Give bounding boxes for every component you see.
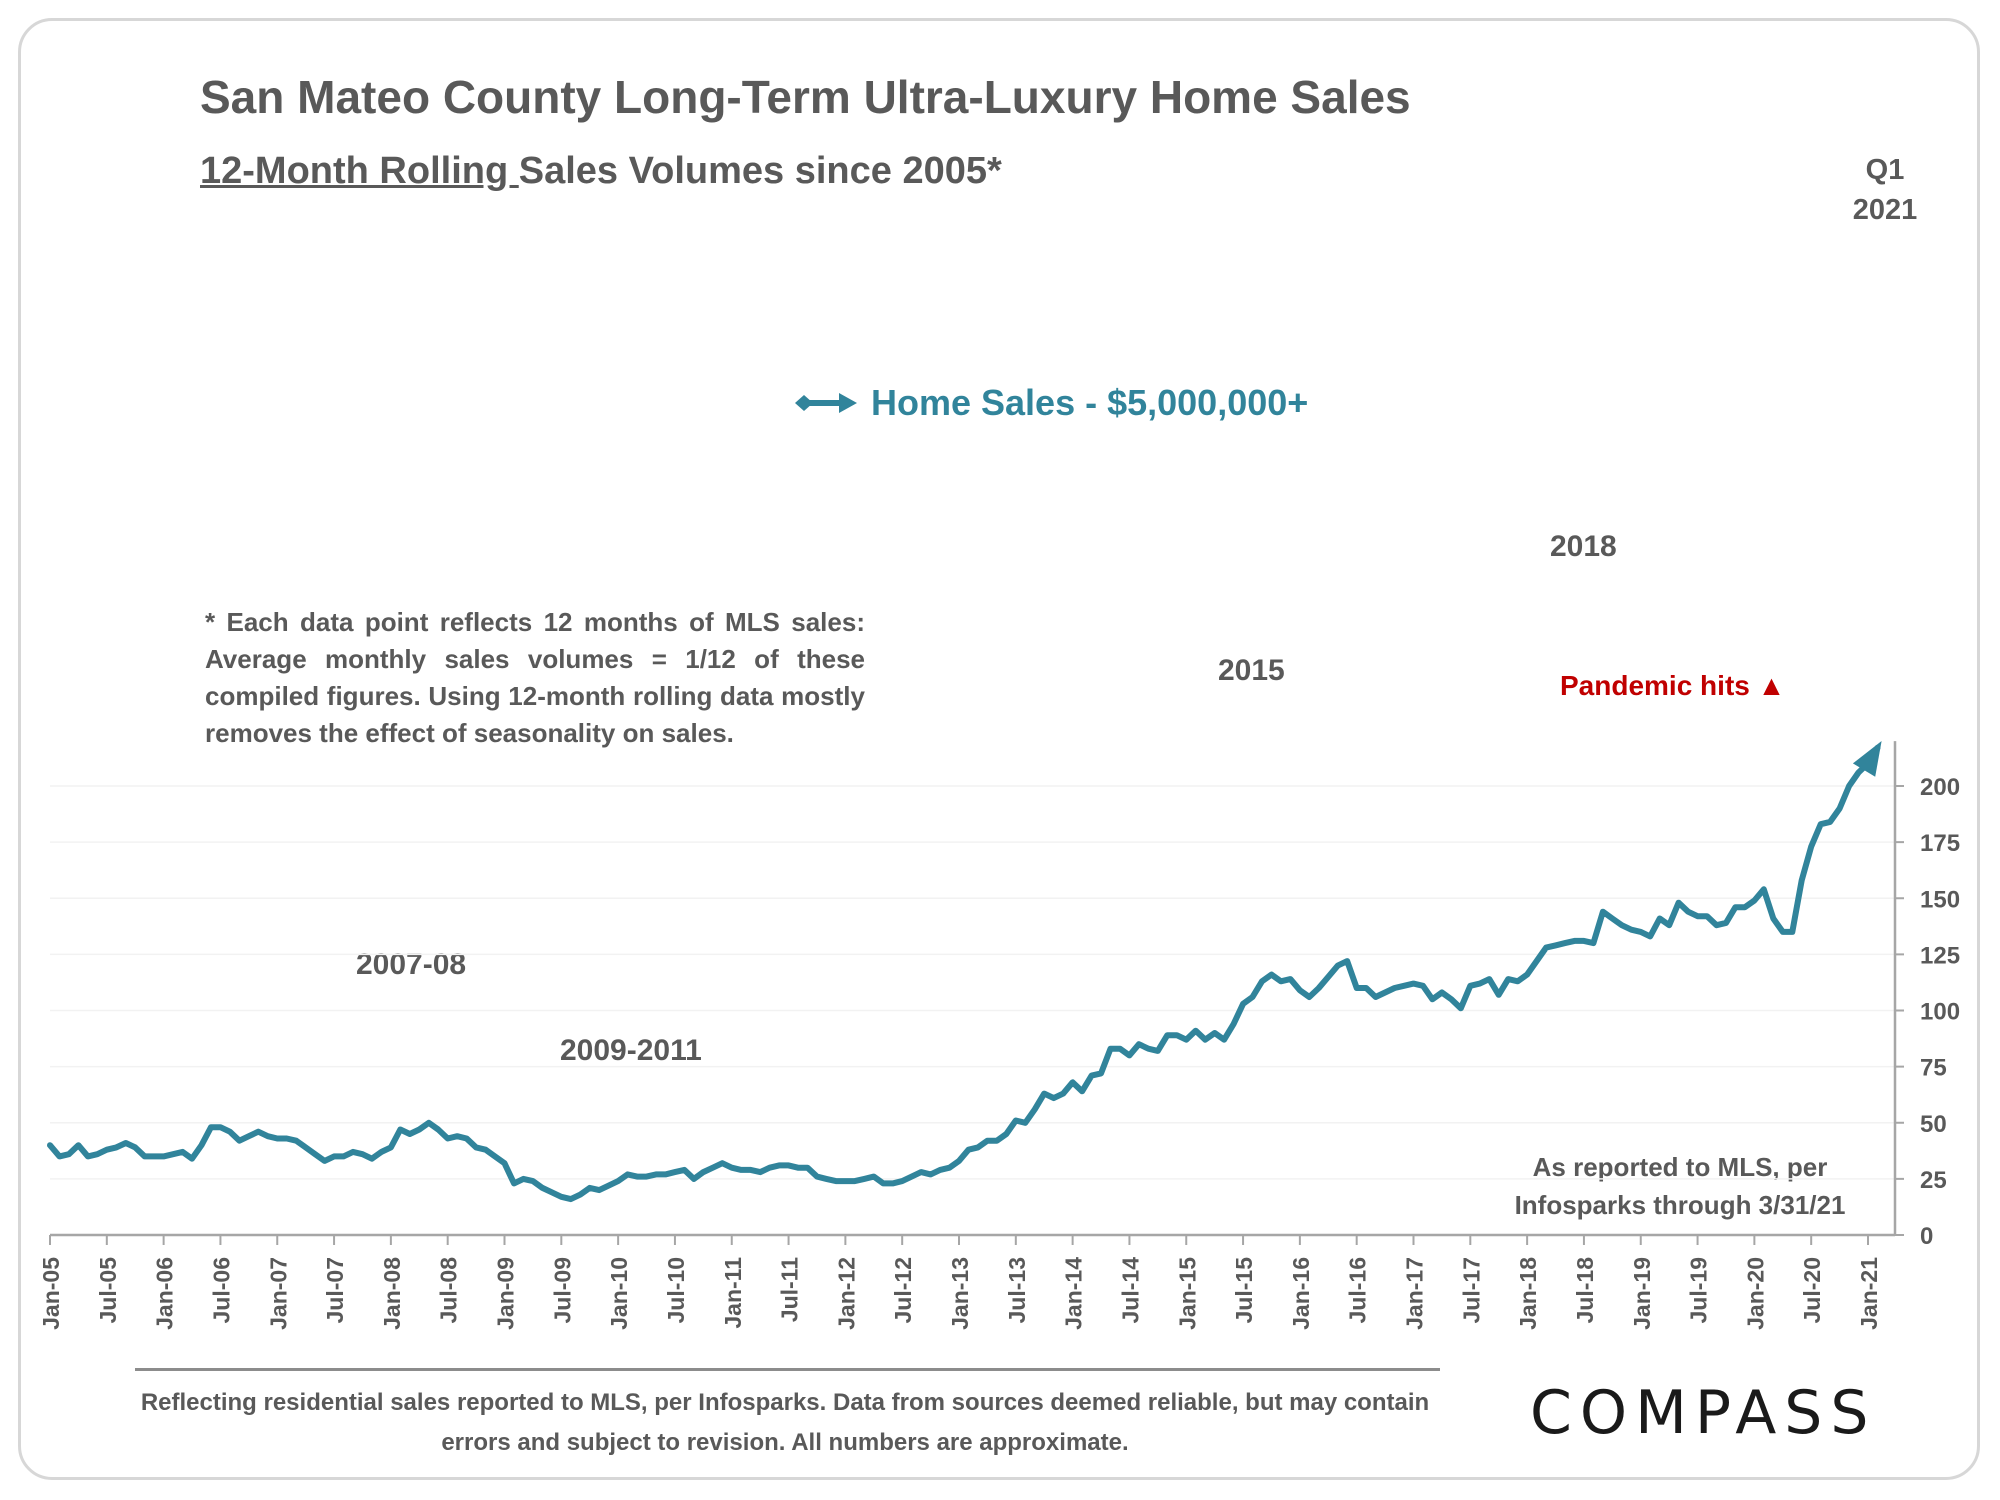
x-tick-label: Jul-17 bbox=[1458, 1257, 1484, 1323]
x-tick-label: Jul-18 bbox=[1572, 1257, 1598, 1324]
y-tick-label: 125 bbox=[1920, 942, 1960, 969]
legend-series-marker bbox=[795, 393, 857, 413]
chart-title: San Mateo County Long-Term Ultra-Luxury … bbox=[200, 71, 1411, 123]
x-tick-label: Jan-06 bbox=[152, 1257, 178, 1330]
annotation-2009-2011: 2009-2011 bbox=[560, 1034, 702, 1067]
x-tick-label: Jan-11 bbox=[720, 1257, 746, 1329]
annotation-pandemic: Pandemic hits ▲ bbox=[1560, 670, 1786, 701]
x-tick-label: Jul-07 bbox=[322, 1257, 348, 1323]
x-tick-label: Jan-15 bbox=[1174, 1257, 1200, 1330]
compass-logo: COMPASS bbox=[1530, 1378, 1877, 1448]
y-tick-label: 50 bbox=[1920, 1111, 1947, 1138]
x-tick-label: Jul-10 bbox=[663, 1257, 689, 1323]
y-tick-label: 75 bbox=[1920, 1055, 1947, 1082]
x-tick-label: Jan-20 bbox=[1742, 1257, 1768, 1330]
subtitle-underlined: 12-Month Rolling bbox=[200, 150, 519, 192]
x-tick-label: Jul-20 bbox=[1799, 1257, 1825, 1323]
axes bbox=[50, 741, 1897, 1237]
x-tick-label: Jul-09 bbox=[549, 1257, 575, 1323]
x-tick-label: Jan-12 bbox=[833, 1257, 859, 1330]
x-tick-label: Jan-09 bbox=[493, 1257, 519, 1330]
x-tick-label: Jul-12 bbox=[890, 1257, 916, 1323]
x-tick-label: Jan-21 bbox=[1856, 1257, 1882, 1330]
q1-2021-label: Q1 2021 bbox=[1852, 154, 1918, 226]
x-tick-label: Jan-17 bbox=[1402, 1257, 1428, 1330]
x-tick-label: Jul-19 bbox=[1686, 1257, 1712, 1323]
x-tick-label: Jan-10 bbox=[606, 1257, 632, 1330]
x-tick-label: Jul-11 bbox=[777, 1257, 803, 1322]
chart-card bbox=[18, 18, 1980, 1480]
y-tick-label: 175 bbox=[1920, 830, 1960, 857]
series-line bbox=[47, 744, 1881, 1203]
y-tick-label: 0 bbox=[1920, 1223, 1933, 1250]
subtitle-rest: Sales Volumes since 2005* bbox=[518, 150, 1002, 192]
methodology-note: * Each data point reflects 12 months of … bbox=[205, 607, 865, 748]
y-tick-label: 200 bbox=[1920, 774, 1960, 801]
annotation-2018: 2018 bbox=[1550, 530, 1617, 563]
legend-series-label: Home Sales - $5,000,000+ bbox=[871, 382, 1309, 423]
x-tick-label: Jan-05 bbox=[38, 1257, 64, 1330]
x-axis-ticks: Jan-05 Jul-05 Jan-06 Jul-06 Jan-07 Jul-07 Jan-… bbox=[38, 1235, 1882, 1330]
y-tick-label: 100 bbox=[1920, 999, 1960, 1026]
gridlines bbox=[50, 785, 1895, 1180]
x-tick-label: Jul-06 bbox=[208, 1257, 234, 1323]
x-tick-label: Jan-18 bbox=[1515, 1257, 1541, 1330]
x-tick-label: Jan-19 bbox=[1629, 1257, 1655, 1330]
x-tick-label: Jan-16 bbox=[1288, 1257, 1314, 1330]
x-tick-label: Jul-15 bbox=[1231, 1257, 1257, 1324]
x-tick-label: Jul-14 bbox=[1117, 1257, 1143, 1324]
footer-divider bbox=[135, 1368, 1440, 1371]
y-tick-label: 150 bbox=[1920, 886, 1960, 913]
annotation-2007-08: 2007-08 bbox=[356, 948, 467, 981]
x-tick-label: Jan-07 bbox=[265, 1257, 291, 1330]
annotation-2015: 2015 bbox=[1218, 654, 1285, 687]
y-tick-label: 25 bbox=[1920, 1167, 1947, 1194]
chart-legend: Home Sales - $5,000,000+ bbox=[795, 378, 1308, 428]
chart-subtitle: 12-Month Rolling Sales Volumes since 200… bbox=[200, 150, 1002, 193]
x-tick-label: Jul-16 bbox=[1345, 1257, 1371, 1323]
series-home-sales bbox=[47, 741, 1882, 1203]
series-end-arrow bbox=[1852, 741, 1882, 777]
x-tick-label: Jan-13 bbox=[947, 1257, 973, 1330]
x-tick-label: Jul-05 bbox=[95, 1257, 121, 1324]
footer-disclaimer: Reflecting residential sales reported to… bbox=[140, 1389, 1430, 1456]
x-tick-label: Jul-08 bbox=[436, 1257, 462, 1324]
x-tick-label: Jan-14 bbox=[1061, 1257, 1087, 1330]
x-tick-label: Jan-08 bbox=[379, 1257, 405, 1330]
y-axis-ticks: 0 25 50 75 100 125 150 175 200 bbox=[1895, 774, 1960, 1250]
x-tick-label: Jul-13 bbox=[1004, 1257, 1030, 1323]
source-note: As reported to MLS, per Infosparks throu… bbox=[1514, 1152, 1846, 1220]
